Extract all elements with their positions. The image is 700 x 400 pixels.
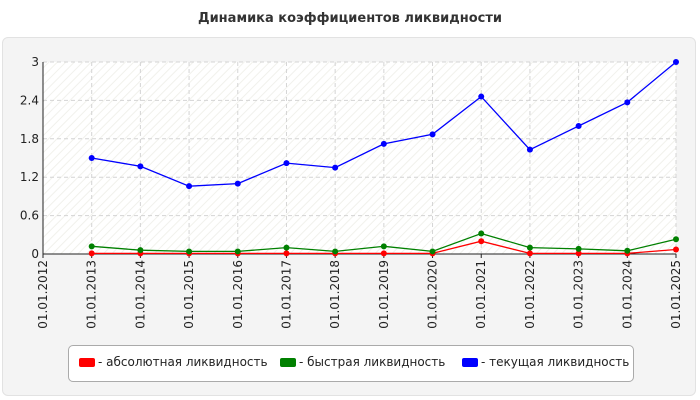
data-point bbox=[478, 230, 485, 237]
data-point bbox=[624, 247, 631, 254]
x-tick-label: 01.01.2017 bbox=[279, 260, 293, 329]
data-point bbox=[380, 243, 387, 250]
x-tick-label: 01.01.2018 bbox=[328, 260, 342, 329]
data-point bbox=[283, 244, 290, 251]
y-tick-label: 2.4 bbox=[20, 93, 39, 107]
legend-item-quick: - быстрая ликвидность bbox=[280, 355, 445, 369]
x-tick-label: 01.01.2015 bbox=[182, 260, 196, 329]
data-point bbox=[283, 160, 290, 167]
y-tick-label: 1.8 bbox=[20, 132, 39, 146]
data-point bbox=[673, 59, 679, 65]
x-tick-label: 01.01.2023 bbox=[572, 260, 586, 329]
x-tick-label: 01.01.2019 bbox=[377, 260, 391, 329]
legend-swatch-absolute bbox=[79, 357, 95, 367]
x-tick-label: 01.01.2013 bbox=[85, 260, 99, 329]
plot-background bbox=[43, 62, 676, 254]
legend: - абсолютная ликвидность - быстрая ликви… bbox=[68, 345, 634, 382]
legend-item-current: - текущая ликвидность bbox=[462, 355, 629, 369]
x-tick-labels: 01.01.2012 01.01.2013 01.01.2014 01.01.2015… bbox=[36, 260, 683, 329]
data-point bbox=[575, 250, 582, 257]
data-point bbox=[380, 140, 387, 147]
series-lines bbox=[88, 59, 679, 257]
data-point bbox=[575, 245, 582, 252]
chart-title: Динамика коэффициентов ликвидности bbox=[198, 11, 502, 26]
data-point bbox=[88, 250, 95, 257]
legend-label-current: - текущая ликвидность bbox=[481, 355, 630, 369]
data-point bbox=[673, 246, 679, 253]
data-point bbox=[332, 248, 339, 255]
legend-item-absolute: - абсолютная ликвидность bbox=[79, 355, 268, 369]
data-point bbox=[429, 248, 436, 255]
y-tick-label: 0.6 bbox=[20, 209, 39, 223]
legend-swatch-current bbox=[462, 357, 478, 367]
legend-label-quick: - быстрая ликвидность bbox=[299, 355, 446, 369]
data-point bbox=[380, 250, 387, 257]
data-point bbox=[186, 248, 193, 255]
y-tick-label: 1.2 bbox=[20, 170, 39, 184]
data-point bbox=[137, 247, 144, 254]
data-point bbox=[429, 131, 436, 138]
data-point bbox=[575, 123, 582, 129]
x-tick-label: 01.01.2020 bbox=[426, 260, 440, 329]
data-point bbox=[234, 180, 241, 187]
data-point bbox=[526, 146, 533, 153]
data-point bbox=[88, 243, 95, 250]
data-point bbox=[526, 244, 533, 251]
data-point bbox=[283, 250, 290, 257]
legend-label-absolute: - абсолютная ликвидность bbox=[98, 355, 268, 369]
x-tick-label: 01.01.2022 bbox=[523, 260, 537, 329]
data-point bbox=[332, 164, 339, 171]
data-point bbox=[186, 183, 193, 190]
y-tick-label: 3 bbox=[31, 55, 39, 69]
data-point bbox=[526, 250, 533, 257]
data-point bbox=[478, 238, 485, 245]
data-point bbox=[478, 93, 485, 100]
x-tick-label: 01.01.2016 bbox=[231, 260, 245, 329]
x-tick-label: 01.01.2012 bbox=[36, 260, 50, 329]
data-point bbox=[137, 163, 144, 170]
x-tick-label: 01.01.2025 bbox=[669, 260, 683, 329]
data-point bbox=[624, 99, 631, 106]
y-tick-label: 0 bbox=[31, 247, 39, 261]
x-tick-label: 01.01.2014 bbox=[133, 260, 147, 329]
data-point bbox=[673, 236, 679, 243]
x-tick-label: 01.01.2021 bbox=[474, 260, 488, 329]
data-point bbox=[234, 248, 241, 255]
data-point bbox=[88, 155, 95, 161]
x-tick-label: 01.01.2024 bbox=[620, 260, 634, 329]
y-tick-labels: 0 0.6 1.2 1.8 2.4 3 bbox=[20, 55, 39, 261]
legend-swatch-quick bbox=[280, 357, 296, 367]
